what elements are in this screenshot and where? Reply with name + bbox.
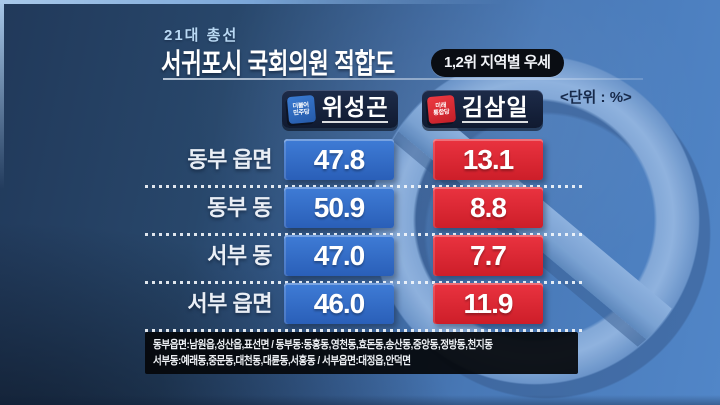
- candidate-header-wiseonggon: 더불어 민주당 위성곤: [282, 90, 398, 128]
- value-candidate1: 47.0: [284, 235, 394, 276]
- candidate-header-kimsamil: 미래 통합당 김삼일: [422, 90, 543, 128]
- party-logo-democratic-icon: 더불어 민주당: [286, 94, 317, 124]
- frame-bottom-edge: [0, 395, 720, 405]
- region-legend-footer: 동부읍면:남원읍,성산읍,표선면 / 동부동:동홍동,영천동,효돈동,송산동,중…: [145, 332, 578, 374]
- region-label: 서부 동: [207, 243, 272, 268]
- row-divider: [145, 281, 585, 284]
- candidate-name: 김삼일: [462, 95, 529, 123]
- value-candidate1: 46.0: [284, 283, 394, 324]
- frame-top-edge: [0, 0, 720, 4]
- value-candidate2: 8.8: [433, 187, 543, 228]
- pretitle: 21대 총선: [164, 27, 239, 44]
- row-divider: [145, 329, 585, 332]
- party-logo-text: 더불어 민주당: [292, 101, 311, 116]
- party-logo-text: 미래 통합당: [433, 101, 451, 116]
- candidate-name: 위성곤: [322, 95, 389, 123]
- value-candidate2: 11.9: [433, 283, 543, 324]
- legend-line-1: 동부읍면:남원읍,성산읍,표선면 / 동부동:동홍동,영천동,효돈동,송산동,중…: [153, 339, 493, 351]
- region-label: 동부 동: [207, 195, 272, 220]
- legend-line-2: 서부동:예래동,중문동,대천동,대륜동,서홍동 / 서부읍면:대정읍,안덕면: [153, 355, 411, 367]
- region-label: 동부 읍면: [187, 147, 272, 172]
- party-logo-unitedfuture-icon: 미래 통합당: [426, 94, 457, 124]
- value-candidate1: 50.9: [284, 187, 394, 228]
- frame-left-edge: [0, 0, 4, 210]
- subtitle-badge: 1,2위 지역별 우세: [431, 49, 564, 77]
- row-divider: [145, 233, 585, 236]
- title-underline: [163, 78, 643, 80]
- value-candidate1: 47.8: [284, 139, 394, 180]
- row-divider: [145, 185, 585, 188]
- region-label: 서부 읍면: [187, 291, 272, 316]
- page-title: 서귀포시 국회의원 적합도: [161, 48, 395, 79]
- value-candidate2: 7.7: [433, 235, 543, 276]
- value-candidate2: 13.1: [433, 139, 543, 180]
- unit-label: <단위 : %>: [560, 89, 632, 106]
